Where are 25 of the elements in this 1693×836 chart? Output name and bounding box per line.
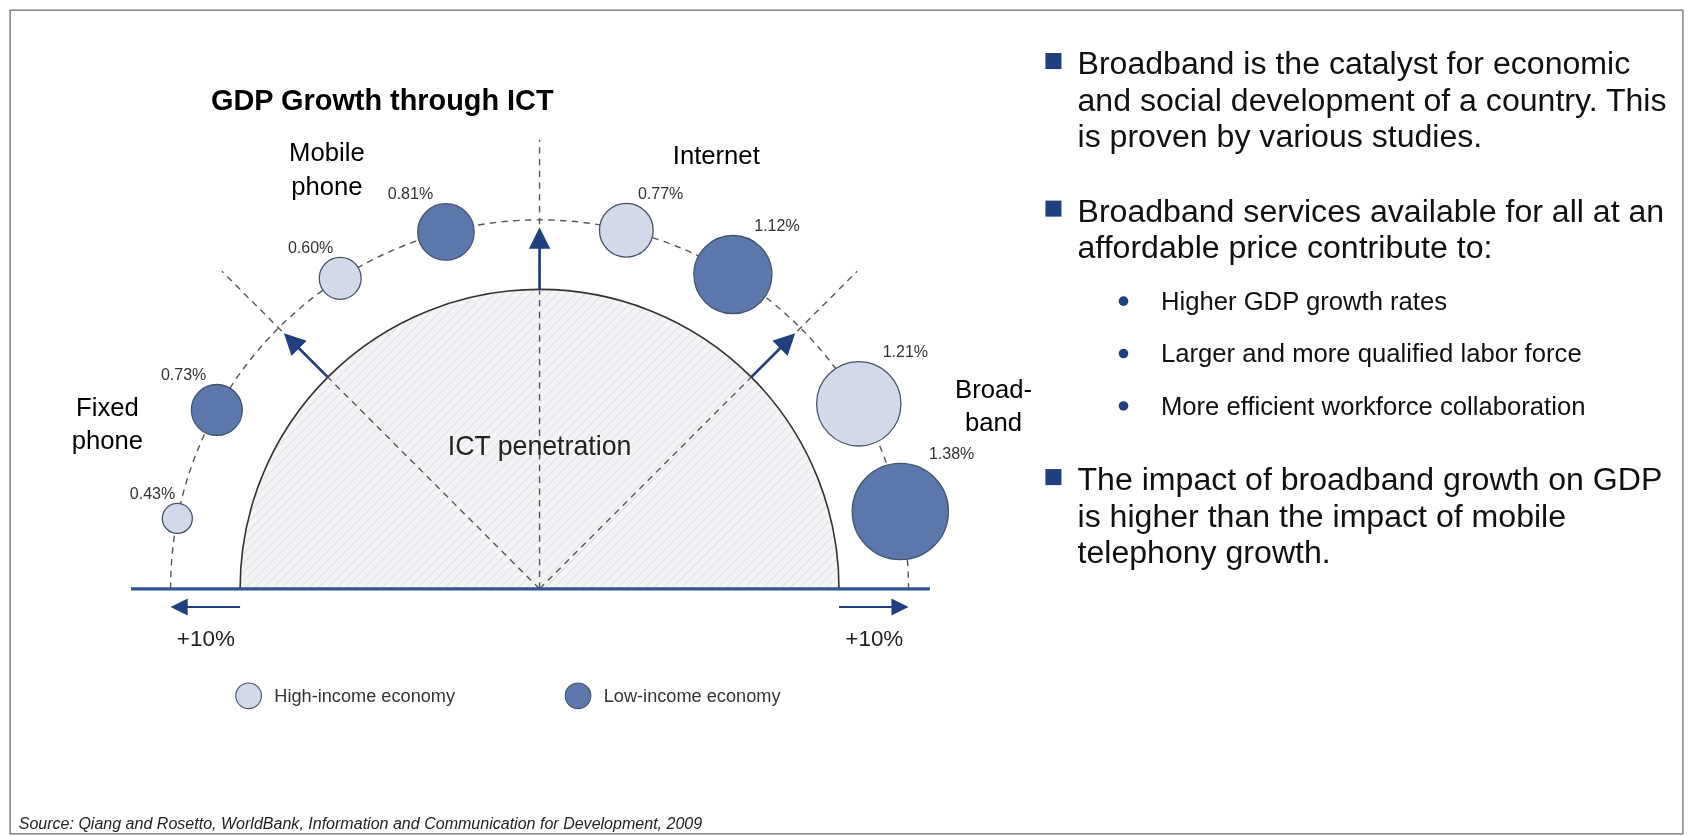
legend-label: High-income economy	[274, 686, 457, 707]
category-label: Internet	[672, 141, 760, 170]
text: Higher GDP growth rates	[1160, 286, 1448, 315]
data-label: 0.77%	[637, 184, 684, 203]
text: ICT penetration	[447, 431, 632, 462]
data-label: 1.38%	[928, 444, 975, 463]
text: The impact of broadband growth on GDP is higher than the impact of mobile telephony growth.	[1077, 461, 1663, 571]
text: Broadband is the catalyst for economic and social development of a country. This is proven by various studies.	[1077, 45, 1667, 155]
source-note: Source: Qiang and Rosetto, WorldBank, Information and Communication for Development, 2009	[18, 814, 703, 833]
data-label: 1.21%	[882, 342, 929, 361]
text: More efficient workforce collaboration	[1160, 391, 1586, 420]
text: Broadband services available for all at an affordable price contribute to:	[1077, 193, 1665, 266]
text: +10%	[845, 625, 904, 651]
data-label: 1.12%	[754, 216, 800, 235]
legend-label: Low-income economy	[603, 686, 782, 707]
data-label: 0.81%	[387, 184, 434, 203]
category-label: Fixed phone	[71, 392, 144, 454]
data-label: 0.73%	[160, 365, 207, 384]
category-label: Mobile phone	[289, 138, 365, 200]
text: +10%	[176, 625, 235, 651]
data-label: 0.60%	[287, 238, 334, 257]
text: Larger and more qualified labor force	[1160, 339, 1582, 368]
category-label: Broad- band	[955, 374, 1033, 436]
data-label: 0.43%	[129, 484, 176, 503]
text: GDP Growth through ICT	[211, 83, 554, 116]
